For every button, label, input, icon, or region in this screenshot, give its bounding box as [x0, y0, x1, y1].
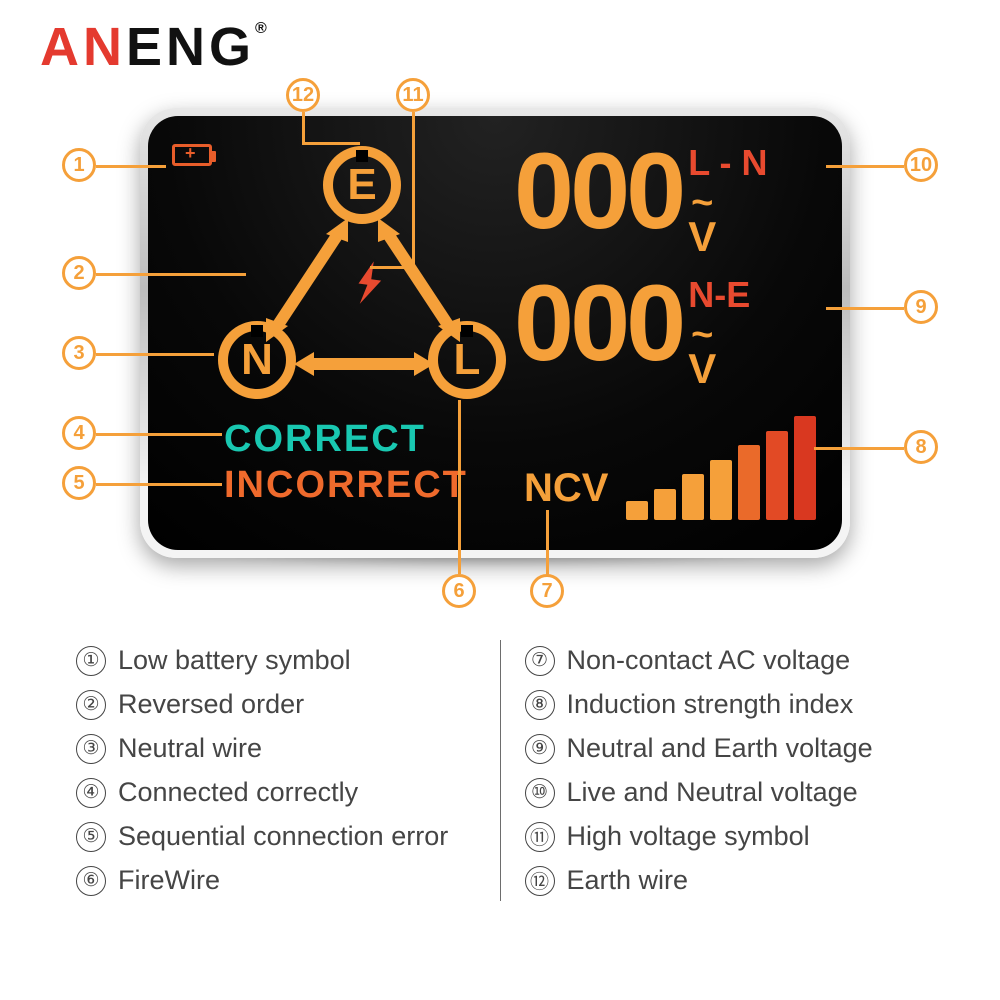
readout-ln: 000 L - N ~ V — [514, 142, 768, 256]
callout-8: 8 — [904, 430, 938, 464]
callout-12: 12 — [286, 78, 320, 112]
legend-item-5: ⑤Sequential connection error — [76, 821, 476, 852]
lead-8 — [814, 447, 904, 450]
readout-ln-pair: L - N — [688, 142, 767, 184]
legend-item-3: ③Neutral wire — [76, 733, 476, 764]
readout-ln-value: 000 — [514, 142, 682, 239]
legend-col-right: ⑦Non-contact AC voltage ⑧Induction stren… — [501, 632, 949, 909]
brand-part2: ENG — [126, 17, 255, 77]
legend-item-10: ⑩Live and Neutral voltage — [525, 777, 925, 808]
legend-item-12: ⑫Earth wire — [525, 865, 925, 896]
callout-10: 10 — [904, 148, 938, 182]
signal-strength-bars — [626, 416, 826, 520]
status-incorrect: INCORRECT — [224, 464, 468, 507]
callout-5: 5 — [62, 466, 96, 500]
lead-2 — [96, 273, 246, 276]
legend-item-11: ⑪High voltage symbol — [525, 821, 925, 852]
readout-ne-value: 000 — [514, 274, 682, 371]
callout-7: 7 — [530, 574, 564, 608]
ncv-label: NCV — [524, 466, 608, 511]
battery-icon — [172, 144, 212, 166]
lead-11b — [370, 266, 412, 269]
legend-item-1: ①Low battery symbol — [76, 645, 476, 676]
readout-ne-unit: V — [688, 350, 716, 388]
legend: ①Low battery symbol ②Reversed order ③Neu… — [52, 632, 948, 909]
readout-ne-pair: N-E — [688, 274, 750, 316]
readout-ln-unit: V — [688, 218, 716, 256]
callout-3: 3 — [62, 336, 96, 370]
status-correct: CORRECT — [224, 418, 426, 461]
panel-bezel: E N L CORRECT — [140, 108, 850, 558]
legend-item-2: ②Reversed order — [76, 689, 476, 720]
legend-col-left: ①Low battery symbol ②Reversed order ③Neu… — [52, 632, 500, 909]
callout-11: 11 — [396, 78, 430, 112]
lead-4 — [96, 433, 222, 436]
readout-ne: 000 N-E ~ V — [514, 274, 750, 388]
lead-9 — [826, 307, 904, 310]
lead-1 — [96, 165, 166, 168]
callout-6: 6 — [442, 574, 476, 608]
brand-logo: ANENG® — [40, 16, 267, 78]
legend-item-7: ⑦Non-contact AC voltage — [525, 645, 925, 676]
lead-6 — [458, 400, 461, 574]
lead-11 — [412, 112, 415, 266]
lead-5 — [96, 483, 222, 486]
trademark: ® — [255, 20, 267, 37]
callout-1: 1 — [62, 148, 96, 182]
lead-10 — [826, 165, 904, 168]
legend-item-6: ⑥FireWire — [76, 865, 476, 896]
lead-12b — [302, 142, 360, 145]
lcd-panel-wrap: E N L CORRECT — [140, 108, 850, 558]
lead-12 — [302, 112, 305, 142]
legend-item-4: ④Connected correctly — [76, 777, 476, 808]
legend-item-8: ⑧Induction strength index — [525, 689, 925, 720]
lead-7 — [546, 510, 549, 576]
legend-item-9: ⑨Neutral and Earth voltage — [525, 733, 925, 764]
callout-4: 4 — [62, 416, 96, 450]
callout-9: 9 — [904, 290, 938, 324]
lcd-screen: E N L CORRECT — [148, 116, 842, 550]
lead-3 — [96, 353, 214, 356]
brand-part1: AN — [40, 17, 126, 77]
callout-2: 2 — [62, 256, 96, 290]
